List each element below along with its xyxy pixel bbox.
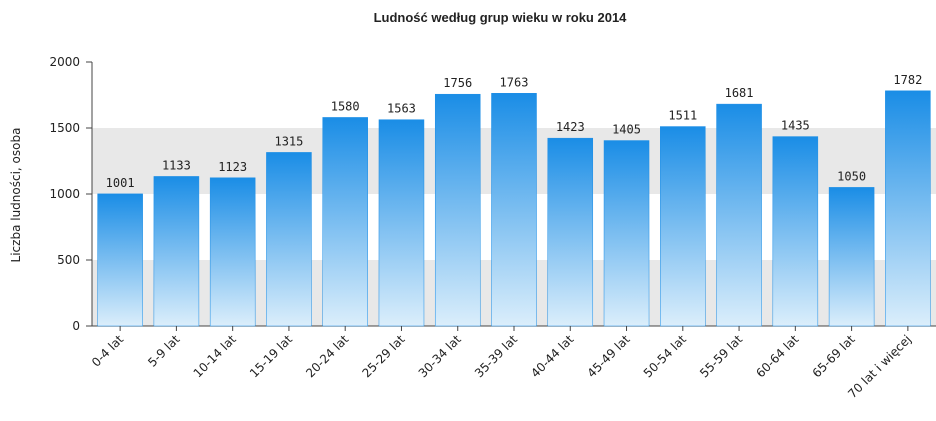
- bar: [828, 187, 875, 327]
- value-label: 1763: [500, 75, 529, 89]
- bar: [209, 177, 256, 327]
- value-label: 1782: [893, 73, 922, 87]
- bar: [322, 117, 368, 327]
- value-label: 1580: [331, 99, 360, 113]
- value-label: 1001: [106, 176, 135, 190]
- x-tick-label: 35-39 lat: [472, 332, 520, 380]
- y-axis-label: Liczba ludności, osoba: [9, 128, 23, 263]
- value-label: 1435: [781, 119, 810, 133]
- bar: [153, 176, 200, 327]
- bar: [491, 93, 537, 327]
- x-tick-label: 30-34 lat: [416, 332, 464, 380]
- value-label: 1315: [274, 134, 303, 148]
- bar: [547, 137, 594, 327]
- bar: [660, 126, 706, 327]
- x-tick-label: 25-29 lat: [359, 332, 407, 380]
- bar: [772, 136, 819, 327]
- x-tick-label: 40-44 lat: [528, 332, 576, 380]
- value-label: 1405: [612, 123, 641, 137]
- x-tick-label: 5-9 lat: [145, 332, 183, 370]
- y-tick-label: 1000: [49, 187, 80, 201]
- bar: [378, 119, 425, 327]
- bar: [97, 193, 143, 327]
- bar: [885, 90, 931, 327]
- value-label: 1133: [162, 158, 191, 172]
- value-label: 1423: [556, 120, 585, 134]
- x-tick-label: 55-59 lat: [697, 332, 745, 380]
- x-tick-label: 20-24 lat: [303, 332, 351, 380]
- y-tick-label: 500: [57, 253, 80, 267]
- value-label: 1563: [387, 102, 416, 116]
- y-tick-label: 1500: [49, 121, 80, 135]
- x-tick-label: 45-49 lat: [585, 332, 633, 380]
- bar: [716, 103, 762, 327]
- value-label: 1511: [668, 109, 697, 123]
- x-tick-label: 65-69 lat: [810, 332, 858, 380]
- bar: [603, 140, 650, 327]
- chart-title: Ludność według grup wieku w roku 2014: [374, 10, 628, 25]
- x-tick-label: 10-14 lat: [191, 332, 239, 380]
- x-tick-label: 15-19 lat: [247, 332, 295, 380]
- y-tick-label: 0: [72, 319, 80, 333]
- x-tick-label: 60-64 lat: [753, 332, 801, 380]
- value-label: 1681: [725, 86, 754, 100]
- bar: [434, 93, 481, 327]
- y-tick-label: 2000: [49, 55, 80, 69]
- x-tick-label: 0-4 lat: [89, 332, 127, 370]
- value-label: 1050: [837, 169, 866, 183]
- value-label: 1756: [443, 76, 472, 90]
- bar: [266, 152, 312, 327]
- x-tick-label: 50-54 lat: [641, 332, 689, 380]
- value-label: 1123: [218, 160, 247, 174]
